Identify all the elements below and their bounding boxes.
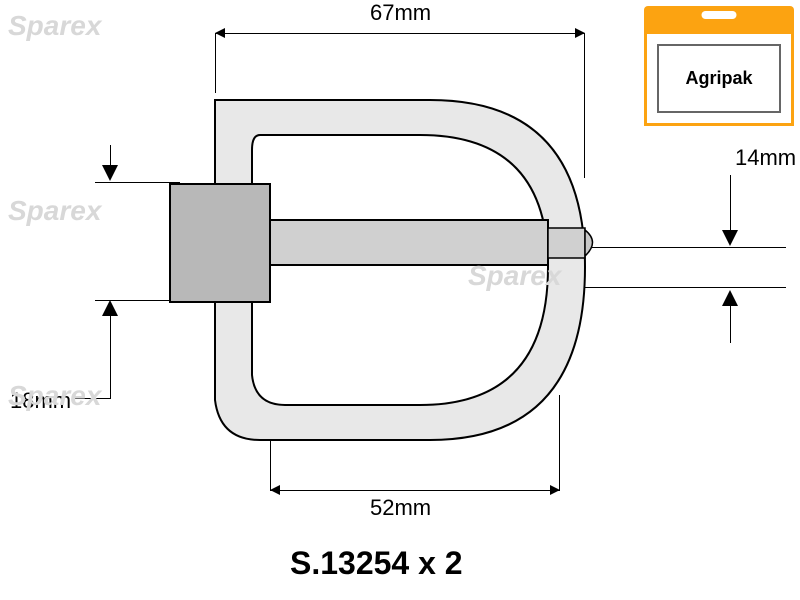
dim-top-width: 67mm	[370, 0, 431, 26]
watermark-2: Sparex	[8, 195, 101, 227]
arrow-left-bottom	[270, 485, 280, 495]
agripak-package-icon: Agripak	[644, 6, 794, 126]
dim-pin-diameter: 14mm	[735, 145, 796, 171]
ext-18mm-horiz	[75, 398, 111, 399]
lynch-pin-diagram	[130, 90, 610, 460]
dim-head-diameter: 18mm	[10, 388, 71, 414]
arrow-14mm-top	[722, 230, 738, 246]
dim-18mm-top-line	[110, 145, 111, 170]
watermark-1: Sparex	[8, 10, 101, 42]
dim-18mm-bottom-line	[110, 313, 111, 398]
dim-bottom-width: 52mm	[370, 495, 431, 521]
arrow-left-top	[215, 28, 225, 38]
part-number: S.13254 x 2	[290, 545, 463, 582]
dim-line-top	[215, 33, 585, 34]
ext-line-top-left	[215, 33, 216, 93]
agripak-label: Agripak	[657, 44, 781, 113]
dim-line-14mm-bottom	[730, 303, 731, 343]
dim-line-bottom	[270, 490, 560, 491]
